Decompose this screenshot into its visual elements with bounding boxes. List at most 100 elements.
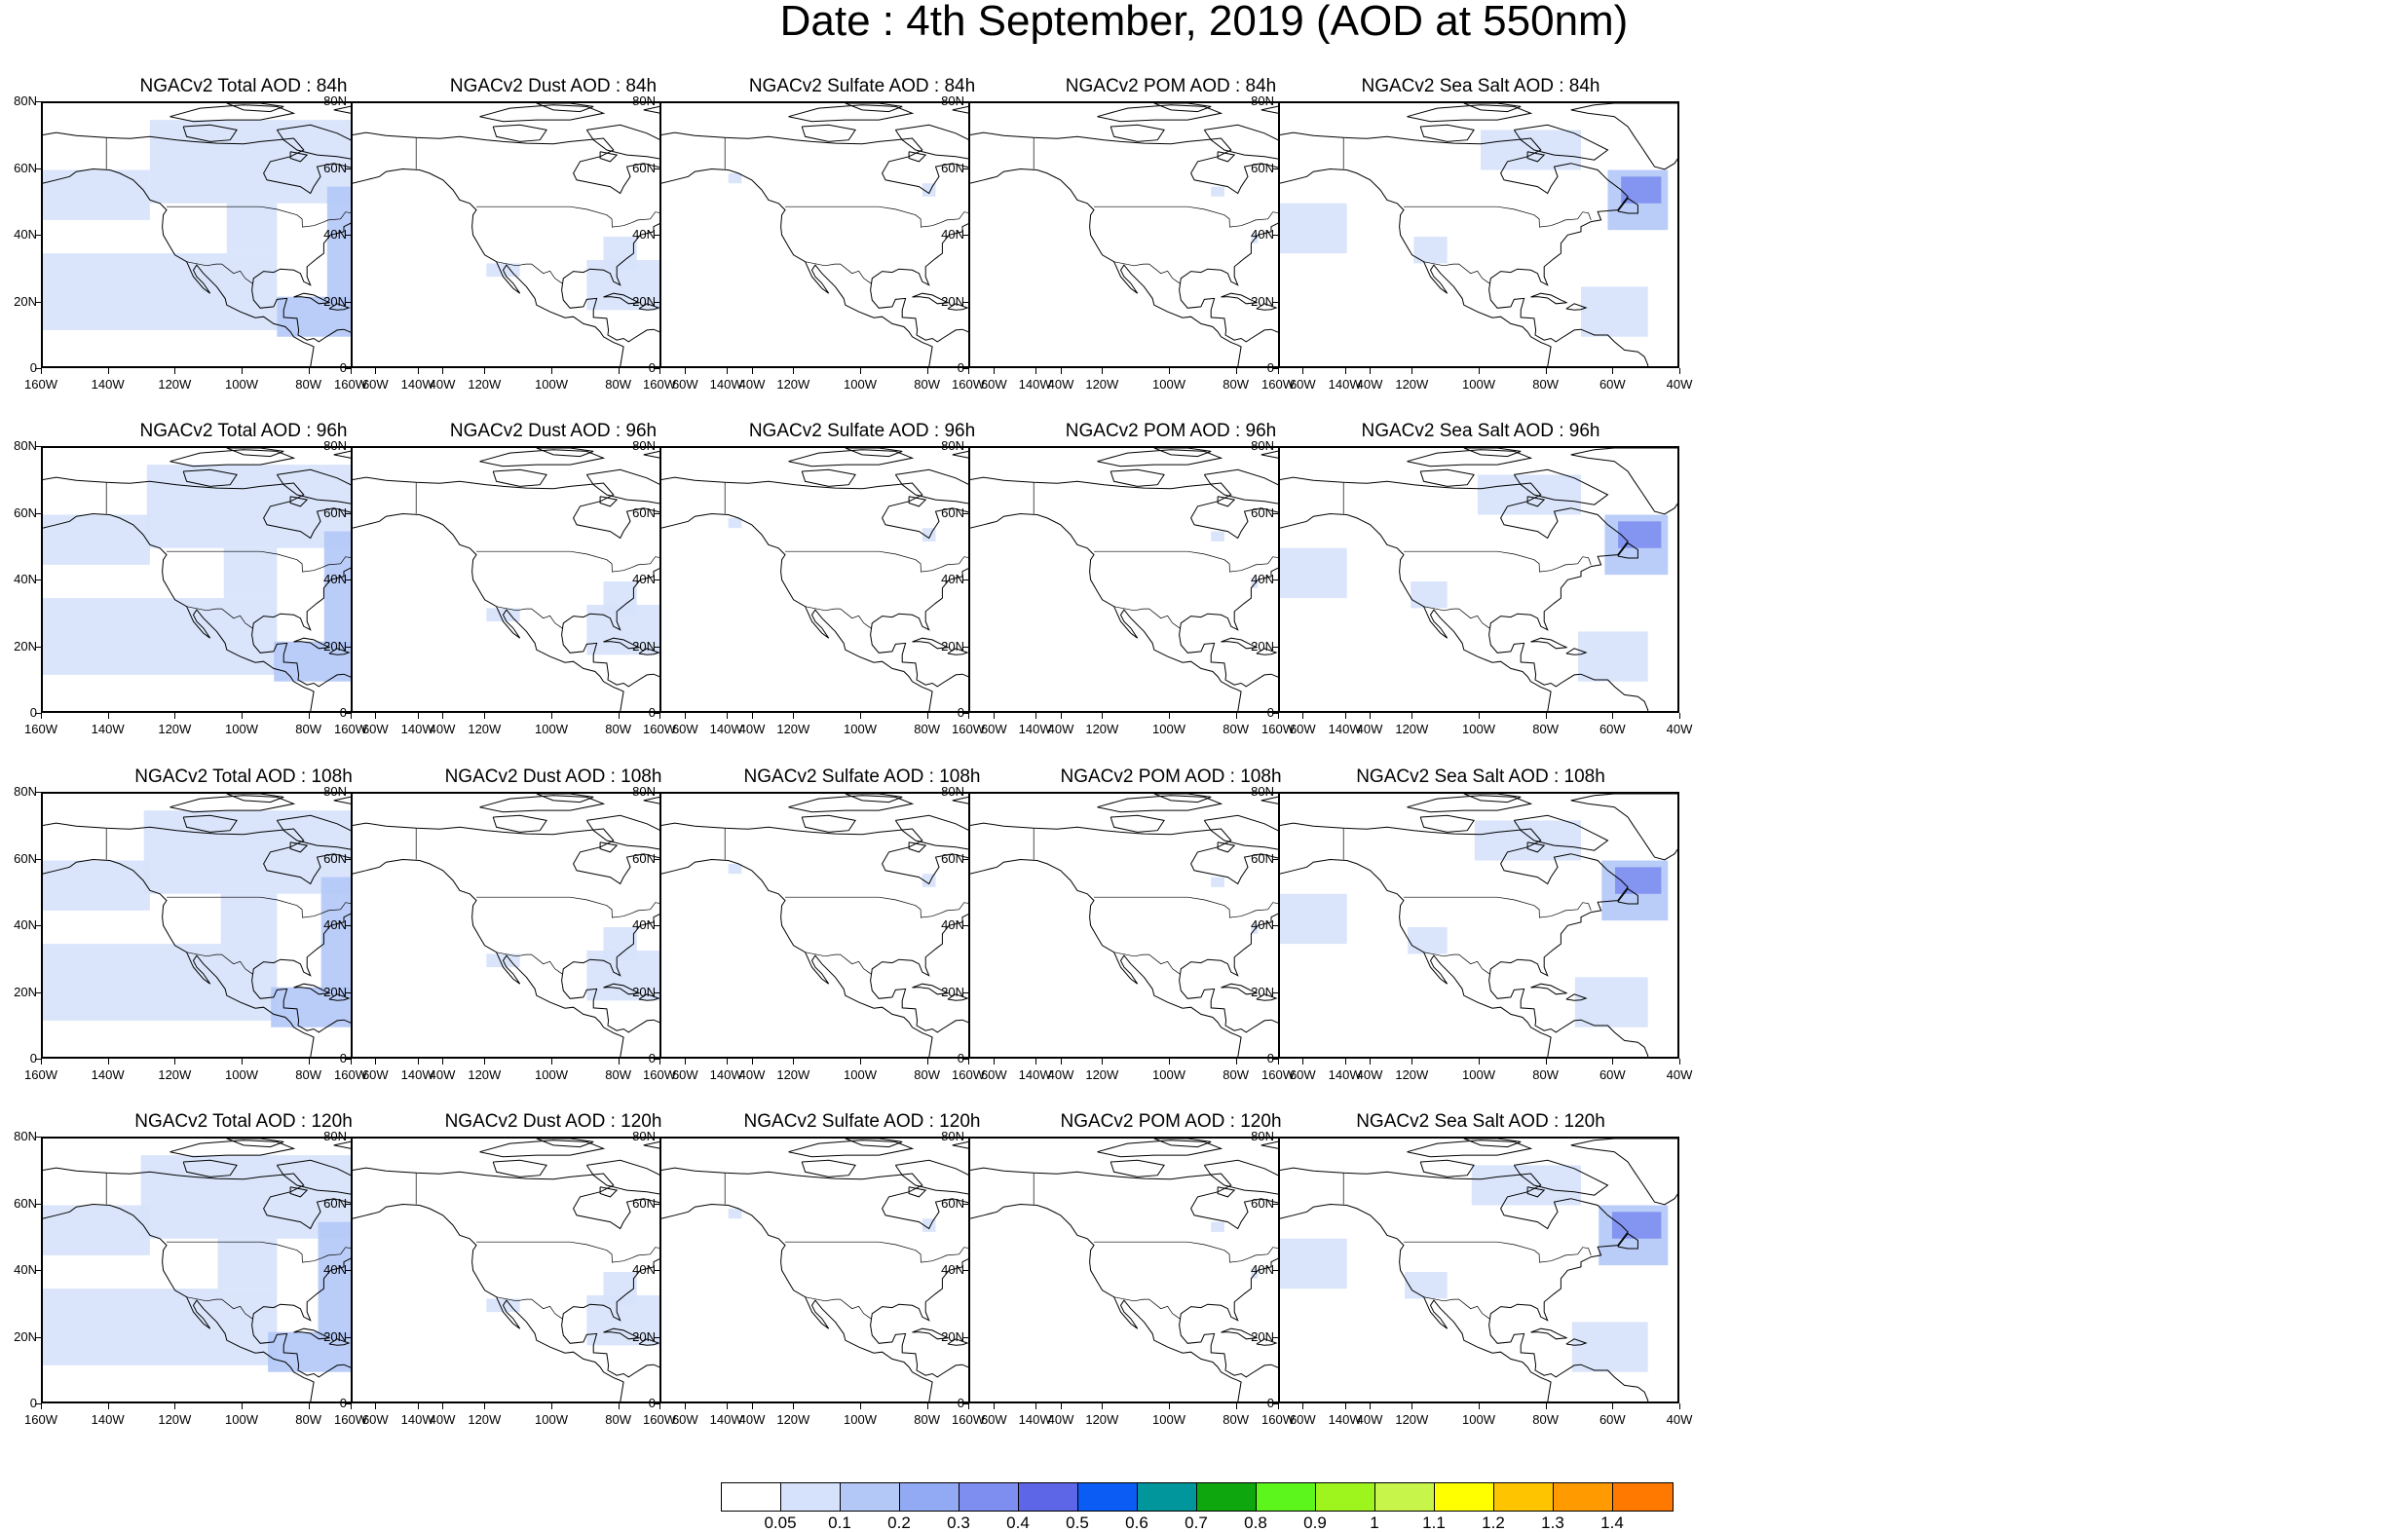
longitude-tick-mark bbox=[726, 1403, 728, 1409]
latitude-tick-mark bbox=[35, 446, 41, 447]
longitude-tick-mark bbox=[1035, 1059, 1036, 1065]
latitude-tick-mark bbox=[962, 1203, 968, 1205]
longitude-tick-mark bbox=[242, 368, 243, 374]
country-border bbox=[785, 1241, 973, 1263]
latitude-tick-label: 60N bbox=[632, 850, 656, 866]
coastline bbox=[43, 1203, 315, 1401]
longitude-tick-label: 40W bbox=[1666, 722, 1693, 736]
colorbar-swatch bbox=[959, 1483, 1019, 1511]
latitude-tick-mark bbox=[35, 1336, 41, 1338]
aod-shading-patch bbox=[1618, 521, 1662, 548]
longitude-tick-label: 120W bbox=[1085, 1067, 1119, 1082]
longitude-tick-mark bbox=[242, 1403, 243, 1409]
longitude-tick-mark bbox=[685, 1059, 687, 1065]
latitude-tick-mark bbox=[962, 301, 968, 303]
latitude-tick-mark bbox=[35, 792, 41, 793]
latitude-tick-label: 80N bbox=[323, 1129, 347, 1143]
coastline bbox=[845, 794, 903, 803]
longitude-tick-mark bbox=[1545, 1403, 1547, 1409]
coastline bbox=[293, 292, 330, 305]
latitude-tick-label: 80N bbox=[632, 438, 656, 453]
aod-shading-patch bbox=[1251, 1268, 1259, 1279]
longitude-tick-mark bbox=[618, 713, 620, 719]
longitude-tick-mark bbox=[174, 368, 176, 374]
panel-title: NGACv2 Sulfate AOD : 108h bbox=[743, 766, 981, 787]
longitude-tick-mark bbox=[551, 1059, 552, 1065]
coastline bbox=[169, 795, 296, 813]
coastline bbox=[353, 822, 722, 1057]
coastline bbox=[1565, 993, 1588, 1001]
coastline bbox=[1221, 637, 1258, 650]
latitude-tick-label: 0 bbox=[1266, 1396, 1274, 1410]
colorbar bbox=[721, 1482, 1674, 1512]
aod-shading-patch bbox=[728, 172, 742, 184]
longitude-tick-mark bbox=[308, 1403, 310, 1409]
coastline bbox=[1530, 983, 1567, 995]
latitude-tick-mark bbox=[654, 446, 659, 447]
coastline bbox=[1530, 637, 1567, 650]
aod-shading-patch bbox=[43, 253, 278, 330]
country-border bbox=[1113, 1296, 1181, 1320]
colorbar-label: 0.6 bbox=[1125, 1513, 1148, 1532]
colorbar-swatch bbox=[1197, 1483, 1257, 1511]
latitude-tick-mark bbox=[962, 1336, 968, 1338]
latitude-tick-label: 60N bbox=[941, 504, 964, 520]
latitude-tick-mark bbox=[35, 301, 41, 303]
longitude-tick-label: 160W bbox=[1261, 1412, 1295, 1427]
map-frame bbox=[1278, 1137, 1679, 1403]
latitude-tick-mark bbox=[345, 713, 351, 714]
longitude-tick-mark bbox=[351, 1403, 352, 1409]
longitude-tick-mark bbox=[41, 368, 42, 374]
latitude-tick-label: 40N bbox=[323, 572, 347, 586]
coastline bbox=[912, 637, 949, 650]
colorbar-label: 0.3 bbox=[947, 1513, 970, 1532]
longitude-tick-mark bbox=[1411, 1403, 1413, 1409]
coastline bbox=[661, 168, 933, 366]
coastline bbox=[599, 496, 619, 507]
longitude-tick-mark bbox=[351, 1059, 352, 1065]
latitude-tick-mark bbox=[654, 1403, 659, 1404]
coastline bbox=[1570, 103, 1677, 170]
latitude-tick-mark bbox=[654, 235, 659, 236]
longitude-tick-label: 140W bbox=[1328, 1067, 1362, 1082]
longitude-tick-mark bbox=[618, 1059, 620, 1065]
longitude-tick-label: 120W bbox=[1395, 1412, 1429, 1427]
country-border bbox=[785, 550, 973, 573]
longitude-tick-label: 140W bbox=[1328, 722, 1362, 736]
coastline bbox=[1565, 1338, 1588, 1346]
latitude-tick-mark bbox=[1272, 512, 1278, 514]
longitude-tick-label: 80W bbox=[295, 1412, 322, 1427]
latitude-tick-mark bbox=[654, 101, 659, 102]
longitude-tick-label: 160W bbox=[952, 722, 985, 736]
coastline bbox=[912, 983, 949, 995]
aod-shading-patch bbox=[1571, 1322, 1648, 1372]
aod-shading-patch bbox=[1408, 927, 1448, 954]
longitude-tick-label: 160W bbox=[952, 1067, 985, 1082]
longitude-tick-label: 120W bbox=[468, 722, 502, 736]
country-border bbox=[785, 896, 973, 918]
latitude-tick-label: 80N bbox=[1251, 93, 1274, 108]
latitude-tick-label: 60N bbox=[323, 160, 347, 175]
country-border bbox=[1113, 952, 1181, 975]
colorbar-swatch bbox=[1257, 1483, 1316, 1511]
longitude-tick-mark bbox=[174, 713, 176, 719]
longitude-tick-mark bbox=[1035, 1403, 1036, 1409]
longitude-tick-label: 100W bbox=[535, 377, 568, 392]
colorbar-label: 1.3 bbox=[1541, 1513, 1564, 1532]
latitude-tick-label: 20N bbox=[941, 293, 964, 309]
coastline bbox=[638, 303, 660, 311]
coastline bbox=[43, 168, 315, 366]
latitude-tick-label: 0 bbox=[29, 705, 37, 720]
longitude-tick-mark bbox=[551, 368, 552, 374]
map-panel: NGACv2 Sea Salt AOD : 84h 0 20N 40N 60N 80N 16… bbox=[1237, 76, 1705, 407]
coastline bbox=[492, 814, 547, 833]
colorbar-label: 0.05 bbox=[764, 1513, 797, 1532]
latitude-tick-label: 60N bbox=[1251, 1195, 1274, 1211]
coastline bbox=[1217, 1186, 1236, 1198]
longitude-tick-mark bbox=[926, 1059, 928, 1065]
latitude-tick-label: 80N bbox=[632, 1129, 656, 1143]
longitude-tick-label: 160W bbox=[24, 377, 57, 392]
country-border bbox=[496, 1296, 563, 1320]
latitude-tick-label: 60N bbox=[941, 1195, 964, 1211]
longitude-tick-label: 100W bbox=[844, 1067, 877, 1082]
